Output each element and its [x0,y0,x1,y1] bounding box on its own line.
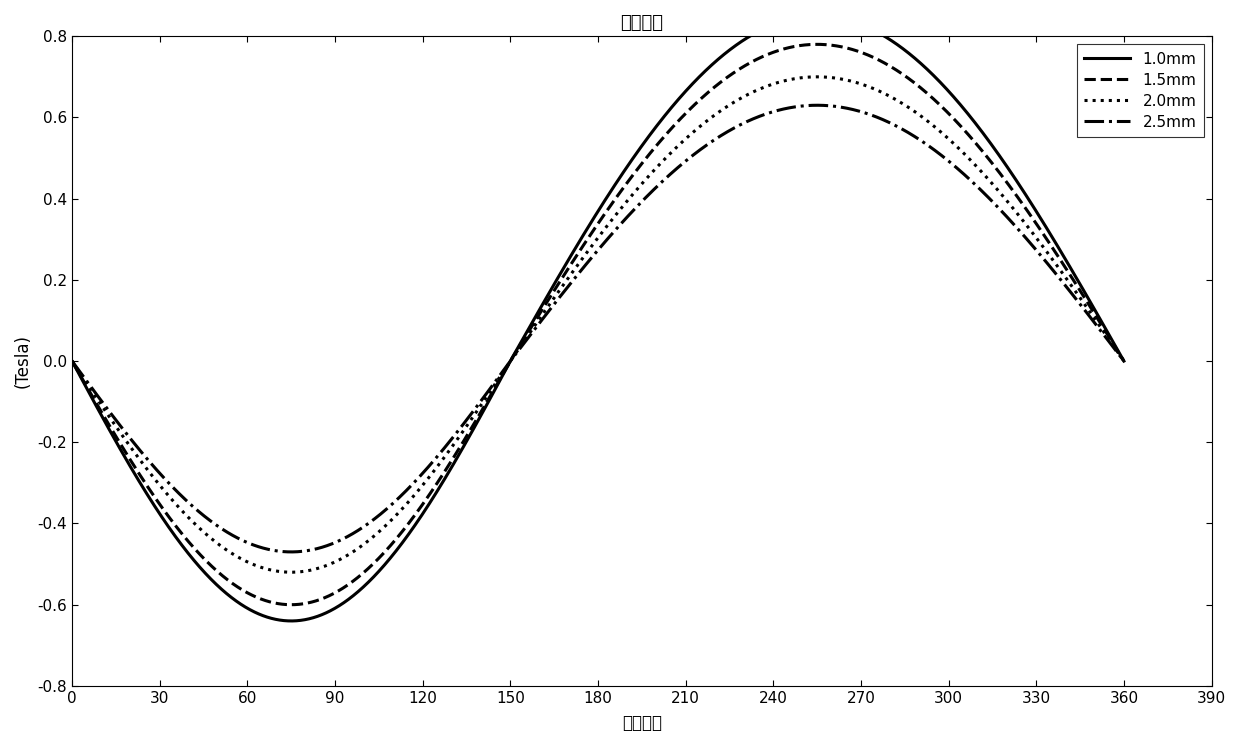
2.0mm [513,341,528,350]
2.5mm [1116,357,1131,366]
2.5mm [284,548,299,557]
2.0mm [810,72,825,81]
1.0mm [247,607,262,616]
1.5mm [1116,357,1131,366]
2.0mm [983,178,998,186]
Y-axis label: (Tesla): (Tesla) [14,334,32,388]
1.0mm [1116,357,1131,366]
1.0mm [469,420,484,429]
2.0mm [1116,357,1131,366]
1.5mm [64,357,79,366]
1.5mm [810,40,825,48]
2.5mm [810,101,825,110]
2.0mm [469,408,484,417]
2.5mm [983,195,998,204]
Line: 2.0mm: 2.0mm [72,77,1123,572]
1.0mm [284,616,299,625]
2.5mm [469,404,484,413]
Line: 2.5mm: 2.5mm [72,105,1123,552]
1.5mm [284,601,299,609]
2.0mm [1096,327,1111,336]
2.5mm [185,501,200,510]
1.0mm [983,139,998,148]
1.5mm [185,541,200,550]
Line: 1.0mm: 1.0mm [72,16,1123,621]
2.5mm [247,541,262,550]
2.0mm [247,560,262,569]
1.5mm [983,157,998,166]
1.0mm [1096,322,1111,330]
2.0mm [185,516,200,525]
1.0mm [64,357,79,366]
1.0mm [513,337,528,346]
2.0mm [64,357,79,366]
2.5mm [64,357,79,366]
2.5mm [1096,330,1111,339]
Legend: 1.0mm, 1.5mm, 2.0mm, 2.5mm: 1.0mm, 1.5mm, 2.0mm, 2.5mm [1076,44,1204,137]
1.5mm [513,339,528,348]
1.0mm [810,11,825,20]
1.5mm [1096,325,1111,333]
Title: 磁通密度: 磁通密度 [620,14,663,32]
2.0mm [284,568,299,577]
1.5mm [247,592,262,601]
1.5mm [469,416,484,425]
Line: 1.5mm: 1.5mm [72,44,1123,605]
X-axis label: 电机角度: 电机角度 [621,714,662,732]
2.5mm [513,342,528,351]
1.0mm [185,554,200,562]
